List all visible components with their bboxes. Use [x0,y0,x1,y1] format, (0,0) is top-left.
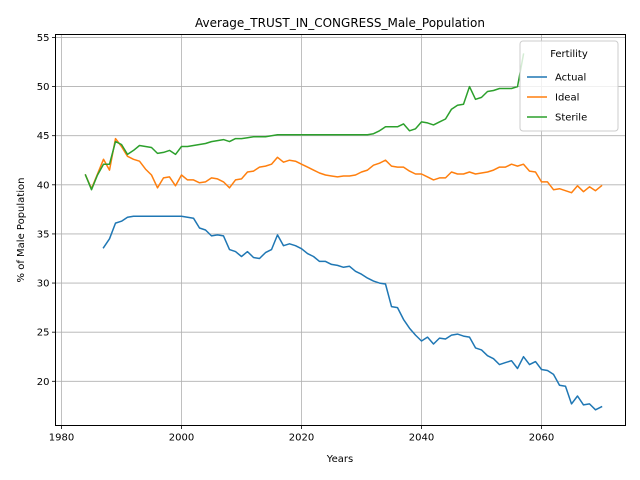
legend-title: Fertility [550,49,588,60]
plot-frame [55,34,626,426]
legend-label-ideal: Ideal [555,93,579,104]
y-tick-label: 55 [37,33,50,44]
series-line-actual [102,215,603,411]
x-tick-label: 2020 [289,433,314,444]
y-tick-label: 30 [37,279,50,290]
legend-box [519,40,619,132]
x-tick-label: 2040 [409,433,434,444]
x-tick-label: 2060 [529,433,554,444]
x-axis-label: Years [326,454,353,465]
x-tick-label: 2000 [169,433,194,444]
grid [55,34,626,426]
series-layer [84,53,603,411]
y-tick-label: 35 [37,229,50,240]
y-axis-label: % of Male Population [16,178,27,283]
y-tick-label: 40 [37,180,50,191]
y-tick-label: 50 [37,82,50,93]
chart-title: Average_TRUST_IN_CONGRESS_Male_Populatio… [195,16,485,30]
legend-label-sterile: Sterile [555,113,587,124]
series-line-sterile [84,53,525,191]
y-tick-label: 25 [37,328,50,339]
legend-label-actual: Actual [555,73,586,84]
y-tick-label: 45 [37,131,50,142]
legend-items: Actual Ideal Sterile [527,73,587,124]
series-line-ideal [84,137,603,194]
y-tick-label: 20 [37,377,50,388]
legend: Fertility Actual Ideal Sterile [519,40,619,132]
x-tick-label: 1980 [49,433,74,444]
ticks: 1980 2000 2020 2040 2060 20 25 30 35 40 45 50 55 [37,33,554,444]
